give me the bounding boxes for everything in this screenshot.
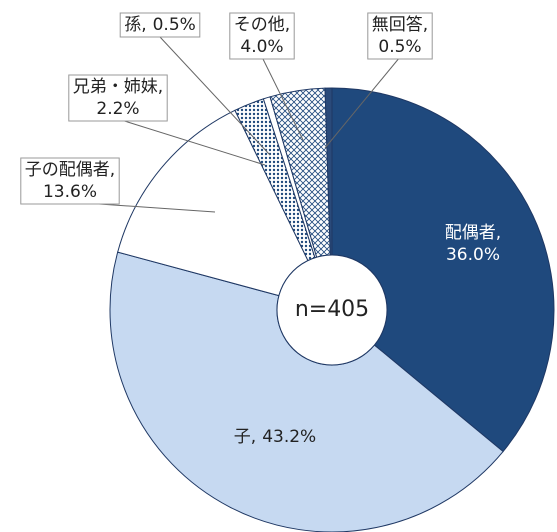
value-label: 43.2%: [262, 427, 316, 447]
category-name: 孫: [124, 15, 141, 35]
slices: [109, 87, 555, 532]
category-name: 無回答: [372, 15, 423, 35]
category-label: 孫, 0.5%: [124, 15, 196, 35]
category-label: 兄弟・姉妹,: [73, 77, 163, 97]
category-label: 子, 43.2%: [234, 427, 316, 447]
leader-line: [159, 36, 271, 156]
separator: ,: [110, 160, 115, 180]
category-label: 無回答,: [372, 15, 428, 35]
value-label: 2.2%: [96, 99, 139, 119]
label-box: [229, 12, 295, 60]
data-label: 配偶者,36.0%: [445, 223, 501, 265]
separator: ,: [251, 427, 256, 447]
center-label: n=405: [295, 297, 369, 322]
category-label: その他,: [234, 15, 290, 35]
separator: ,: [285, 15, 290, 35]
leader-line: [324, 56, 401, 149]
data-label: 孫, 0.5%: [119, 12, 271, 156]
category-name: 子の配偶者: [25, 160, 110, 180]
separator: ,: [158, 77, 163, 97]
leader-line: [261, 56, 304, 141]
separator: ,: [141, 15, 146, 35]
category-name: 子: [234, 427, 251, 447]
donut-hole: [276, 254, 388, 366]
value-label: 4.0%: [240, 37, 283, 57]
value-label: 13.6%: [43, 182, 97, 202]
category-label: 子の配偶者,: [25, 160, 115, 180]
category-name: 兄弟・姉妹: [73, 77, 158, 97]
data-label: 兄弟・姉妹,2.2%: [68, 74, 266, 166]
category-name: その他: [234, 15, 285, 35]
leader-line: [117, 118, 266, 166]
label-box: [367, 12, 433, 60]
labels: 配偶者,36.0%子, 43.2%子の配偶者,13.6%兄弟・姉妹,2.2%孫, 0…: [20, 12, 501, 447]
category-name: 配偶者: [445, 223, 496, 243]
category-label: 配偶者,: [445, 223, 501, 243]
separator: ,: [423, 15, 428, 35]
value-label: 36.0%: [446, 245, 500, 265]
data-label: 子, 43.2%: [234, 427, 316, 447]
data-label: その他,4.0%: [229, 12, 304, 141]
value-label: 0.5%: [378, 37, 421, 57]
data-label: 子の配偶者,13.6%: [20, 157, 216, 213]
label-box: [119, 12, 201, 38]
label-box: [68, 74, 168, 122]
data-label: 無回答,0.5%: [324, 12, 433, 149]
separator: ,: [496, 223, 501, 243]
label-box: [20, 157, 120, 205]
value-label: 0.5%: [153, 15, 196, 35]
